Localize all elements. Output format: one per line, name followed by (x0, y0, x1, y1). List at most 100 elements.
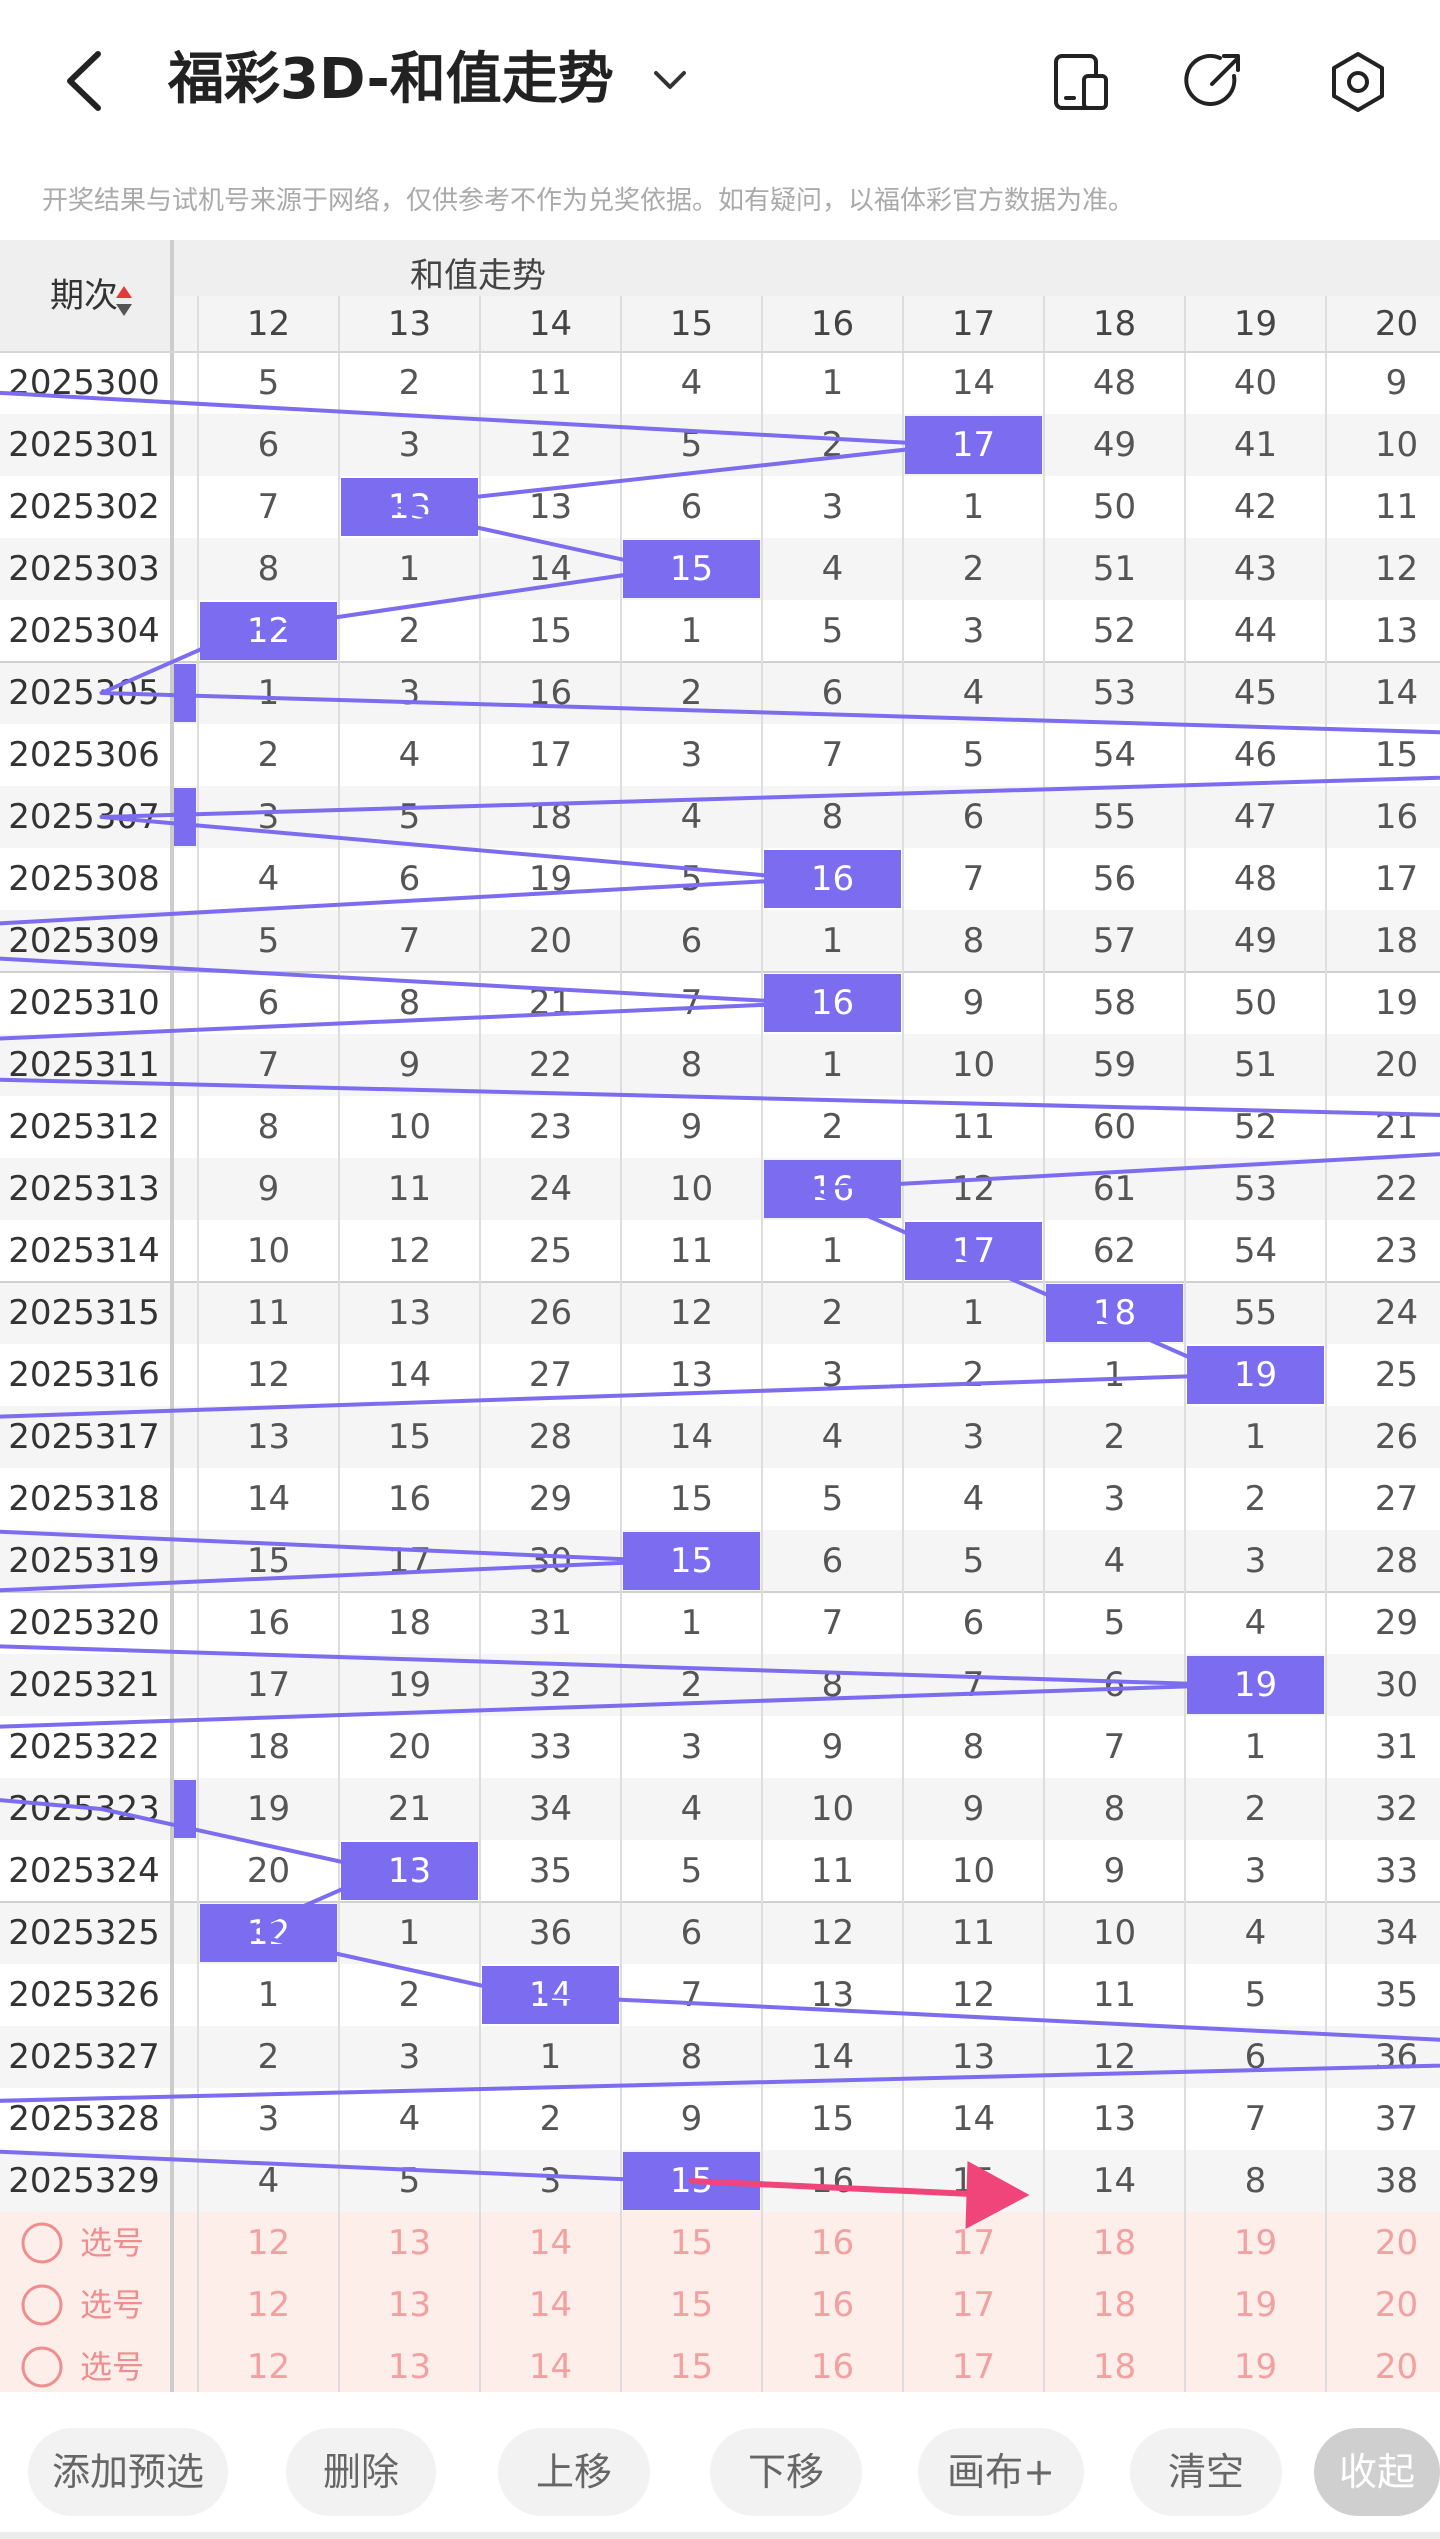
column-header-12[interactable]: 12 (247, 304, 290, 344)
select-number[interactable]: 13 (388, 2285, 431, 2325)
clear-button[interactable]: 清空 (1130, 2428, 1282, 2516)
table-cell: 9 (399, 1045, 421, 1085)
bottom-toolbar: 添加预选 删除 上移 下移 画布+ 清空 收起 (0, 2392, 1440, 2532)
table-cell: 32 (1375, 1789, 1418, 1829)
select-number[interactable]: 12 (247, 2223, 290, 2263)
issue-number: 2025324 (8, 1851, 159, 1891)
select-number[interactable]: 15 (670, 2347, 713, 2387)
settings-button[interactable] (1318, 42, 1398, 122)
move-up-button[interactable]: 上移 (498, 2428, 650, 2516)
table-cell: 1 (258, 673, 280, 713)
select-number[interactable]: 17 (952, 2223, 995, 2263)
canvas-button[interactable]: 画布+ (918, 2428, 1084, 2516)
table-cell: 12 (952, 1975, 995, 2015)
table-cell: 1 (681, 611, 703, 651)
select-number[interactable]: 20 (1375, 2347, 1418, 2387)
select-number[interactable]: 17 (952, 2285, 995, 2325)
device-button[interactable] (1040, 42, 1120, 122)
column-header-17[interactable]: 17 (952, 304, 995, 344)
select-number[interactable]: 20 (1375, 2285, 1418, 2325)
column-header-20[interactable]: 20 (1375, 304, 1418, 344)
table-cell: 31 (529, 1603, 572, 1643)
select-number[interactable]: 15 (670, 2285, 713, 2325)
table-cell: 1 (822, 1231, 844, 1271)
share-button[interactable] (1176, 42, 1256, 122)
table-cell: 4 (681, 1789, 703, 1829)
select-number[interactable]: 13 (388, 2223, 431, 2263)
column-header-19[interactable]: 19 (1234, 304, 1277, 344)
column-header-15[interactable]: 15 (670, 304, 713, 344)
collapse-button[interactable]: 收起 (1314, 2428, 1440, 2516)
table-cell: 1 (1245, 1727, 1267, 1767)
select-number[interactable]: 16 (811, 2223, 854, 2263)
select-number[interactable]: 12 (247, 2347, 290, 2387)
select-label[interactable]: 选号 (80, 2348, 144, 2386)
table-cell: 3 (1245, 1851, 1267, 1891)
column-header-16[interactable]: 16 (811, 304, 854, 344)
select-number[interactable]: 18 (1093, 2285, 1136, 2325)
table-cell: 29 (1375, 1603, 1418, 1643)
trend-table[interactable]: 期次 和值走势 12 13 14 15 16 17 18 19 20 2025300 5 2 11 4 1 14 4… (0, 240, 1440, 2392)
table-cell: 53 (1234, 1169, 1277, 1209)
select-number[interactable]: 14 (529, 2285, 572, 2325)
column-header-14[interactable]: 14 (529, 304, 572, 344)
back-button[interactable] (60, 46, 120, 116)
table-cell: 13 (247, 1417, 290, 1457)
table-cell: 12 (811, 1913, 854, 1953)
select-number[interactable]: 12 (247, 2285, 290, 2325)
issue-number: 2025317 (8, 1417, 159, 1457)
hit-value: 17 (952, 1231, 995, 1271)
select-radio[interactable] (21, 2222, 63, 2264)
issue-column-header[interactable]: 期次 (50, 276, 118, 316)
table-cell: 9 (681, 2099, 703, 2139)
select-number[interactable]: 16 (811, 2347, 854, 2387)
table-cell: 40 (1234, 363, 1277, 403)
table-cell: 1 (258, 1975, 280, 2015)
select-number[interactable]: 15 (670, 2223, 713, 2263)
table-cell: 2 (963, 549, 985, 589)
delete-button[interactable]: 删除 (286, 2428, 436, 2516)
select-radio[interactable] (21, 2346, 63, 2388)
select-number[interactable]: 18 (1093, 2347, 1136, 2387)
select-number[interactable]: 19 (1234, 2347, 1277, 2387)
select-number[interactable]: 19 (1234, 2285, 1277, 2325)
hit-value: 15 (670, 549, 713, 589)
table-cell: 3 (822, 1355, 844, 1395)
select-number[interactable]: 17 (952, 2347, 995, 2387)
table-cell: 35 (529, 1851, 572, 1891)
move-down-button[interactable]: 下移 (710, 2428, 862, 2516)
select-radio[interactable] (21, 2284, 63, 2326)
title-dropdown-button[interactable] (648, 58, 692, 102)
select-label[interactable]: 选号 (80, 2286, 144, 2324)
select-label[interactable]: 选号 (80, 2224, 144, 2262)
add-preselect-button[interactable]: 添加预选 (28, 2428, 228, 2516)
select-number[interactable]: 13 (388, 2347, 431, 2387)
table-cell: 4 (399, 735, 421, 775)
table-cell: 5 (258, 363, 280, 403)
issue-number: 2025303 (8, 549, 159, 589)
issue-number: 2025322 (8, 1727, 159, 1767)
table-cell: 30 (529, 1541, 572, 1581)
table-cell: 14 (952, 363, 995, 403)
table-cell: 35 (1375, 1975, 1418, 2015)
table-cell: 7 (258, 1045, 280, 1085)
table-cell: 11 (247, 1293, 290, 1333)
page-title: 福彩3D-和值走势 (168, 47, 614, 112)
table-cell: 7 (822, 735, 844, 775)
select-number[interactable]: 14 (529, 2347, 572, 2387)
table-cell: 31 (1375, 1727, 1418, 1767)
table-cell: 5 (822, 1479, 844, 1519)
select-number[interactable]: 18 (1093, 2223, 1136, 2263)
table-cell: 5 (681, 1851, 703, 1891)
select-number[interactable]: 19 (1234, 2223, 1277, 2263)
table-row-bg (0, 1220, 1440, 1282)
column-header-13[interactable]: 13 (388, 304, 431, 344)
table-cell: 36 (1375, 2037, 1418, 2077)
column-header-18[interactable]: 18 (1093, 304, 1136, 344)
select-number[interactable]: 14 (529, 2223, 572, 2263)
table-cell: 11 (952, 1913, 995, 1953)
select-number[interactable]: 16 (811, 2285, 854, 2325)
sort-icon[interactable] (116, 286, 132, 316)
select-number[interactable]: 20 (1375, 2223, 1418, 2263)
